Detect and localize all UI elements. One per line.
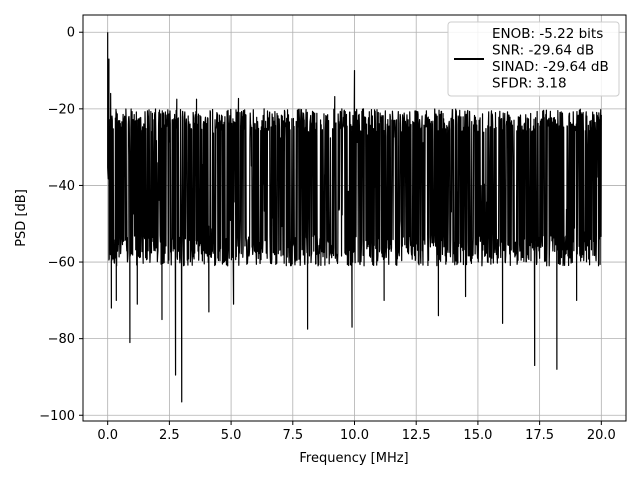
x-tick-label: 15.0 <box>463 428 492 443</box>
y-tick-label: −100 <box>39 409 75 424</box>
x-tick-label: 7.5 <box>282 428 303 443</box>
x-axis-label: Frequency [MHz] <box>299 451 408 466</box>
y-tick-label: 0 <box>67 26 75 41</box>
y-tick-label: −80 <box>48 332 75 347</box>
psd-series-line <box>107 32 602 403</box>
tick-layer: 0.0 2.5 5.0 7.5 10.0 12.5 15.0 17.5 20.0 0 −20 −40 −… <box>39 26 616 443</box>
legend-box <box>447 21 620 97</box>
legend-label: ENOB: -5.22 bits SNR: -29.64 dB SINAD: -29… <box>492 26 609 92</box>
y-tick-label: −20 <box>48 102 75 117</box>
x-tick-label: 12.5 <box>402 428 431 443</box>
x-tick-label: 2.5 <box>159 428 180 443</box>
y-axis-label: PSD [dB] <box>14 189 29 247</box>
x-tick-label: 5.0 <box>221 428 242 443</box>
y-tick-label: −60 <box>48 256 75 271</box>
legend-label-line: ENOB: -5.22 bits <box>492 26 603 42</box>
legend-label-line: SNR: -29.64 dB <box>492 43 594 59</box>
x-tick-label: 17.5 <box>525 428 554 443</box>
y-tick-label: −40 <box>48 179 75 194</box>
x-tick-label: 10.0 <box>340 428 369 443</box>
legend-label-line: SINAD: -29.64 dB <box>492 59 609 75</box>
x-tick-label: 0.0 <box>97 428 118 443</box>
series-layer <box>107 32 602 403</box>
legend-label-line: SFDR: 3.18 <box>492 76 567 92</box>
legend: ENOB: -5.22 bits SNR: -29.64 dB SINAD: -29… <box>447 21 620 97</box>
x-tick-label: 20.0 <box>587 428 616 443</box>
